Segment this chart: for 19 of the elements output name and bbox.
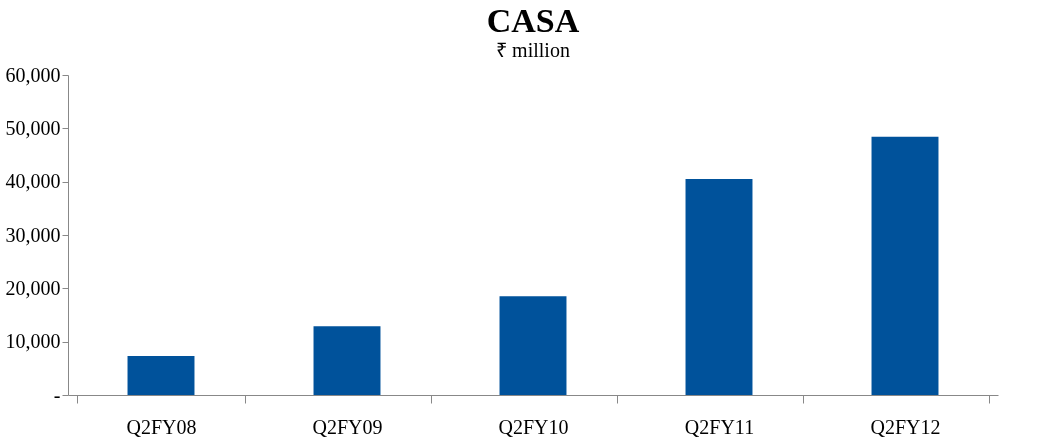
x-tick-label: Q2FY11 bbox=[684, 415, 755, 438]
x-tick-label: Q2FY09 bbox=[312, 415, 383, 438]
y-tick-label: 50,000 bbox=[5, 116, 61, 139]
bar bbox=[127, 356, 195, 395]
bar bbox=[871, 136, 939, 395]
chart-title: CASA bbox=[486, 2, 580, 39]
x-tick-label: Q2FY10 bbox=[498, 415, 569, 438]
y-tick-label: 20,000 bbox=[5, 276, 61, 299]
bar bbox=[313, 326, 381, 395]
y-tick-label: 60,000 bbox=[5, 63, 61, 86]
y-axis-title: ₹ million bbox=[496, 39, 570, 61]
bar bbox=[685, 179, 753, 395]
x-tick-label: Q2FY08 bbox=[126, 415, 197, 438]
y-tick-label: - bbox=[53, 383, 61, 406]
y-tick-label: 30,000 bbox=[5, 223, 61, 246]
y-tick-label: 10,000 bbox=[5, 330, 61, 353]
bar bbox=[499, 296, 567, 395]
y-tick-label: 40,000 bbox=[5, 170, 61, 193]
x-tick-label: Q2FY12 bbox=[870, 415, 941, 438]
